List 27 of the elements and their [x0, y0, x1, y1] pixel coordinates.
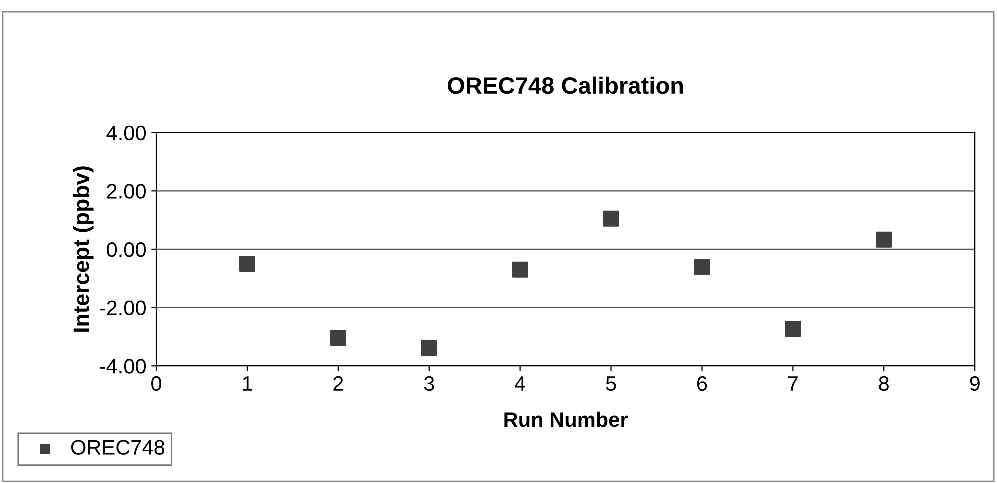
- x-tick-label: 4: [515, 376, 526, 391]
- x-tick-label: 6: [697, 376, 708, 392]
- x-tick-label: 3: [424, 376, 434, 392]
- legend-label: OREC748: [71, 440, 165, 455]
- point: [512, 262, 528, 278]
- point: [603, 210, 620, 227]
- y-tick-label: 4.00: [106, 126, 146, 141]
- x-tick-label: 5: [606, 376, 616, 392]
- point: [330, 330, 346, 346]
- point: [694, 258, 710, 275]
- x-tick-label: 0: [152, 376, 162, 392]
- point: [421, 340, 438, 356]
- x-tick-label: 8: [879, 376, 890, 392]
- x-tick-label: 1: [243, 376, 252, 391]
- y-axis-title: Intercept (ppbv): [73, 166, 94, 332]
- y-tick-label: 0.00: [107, 242, 146, 258]
- y-tick-label: -2.00: [100, 300, 146, 316]
- point: [876, 232, 892, 248]
- chart-title: OREC748 Calibration: [448, 76, 684, 94]
- y-tick-label: -4.00: [100, 359, 146, 374]
- x-tick-label: 2: [334, 376, 344, 391]
- point: [240, 256, 256, 272]
- x-axis-title: Run Number: [504, 412, 628, 428]
- x-tick-label: 9: [970, 376, 980, 392]
- x-tick-label: 7: [788, 376, 798, 391]
- y-tick-label: 2.00: [107, 184, 146, 199]
- point: [785, 321, 802, 338]
